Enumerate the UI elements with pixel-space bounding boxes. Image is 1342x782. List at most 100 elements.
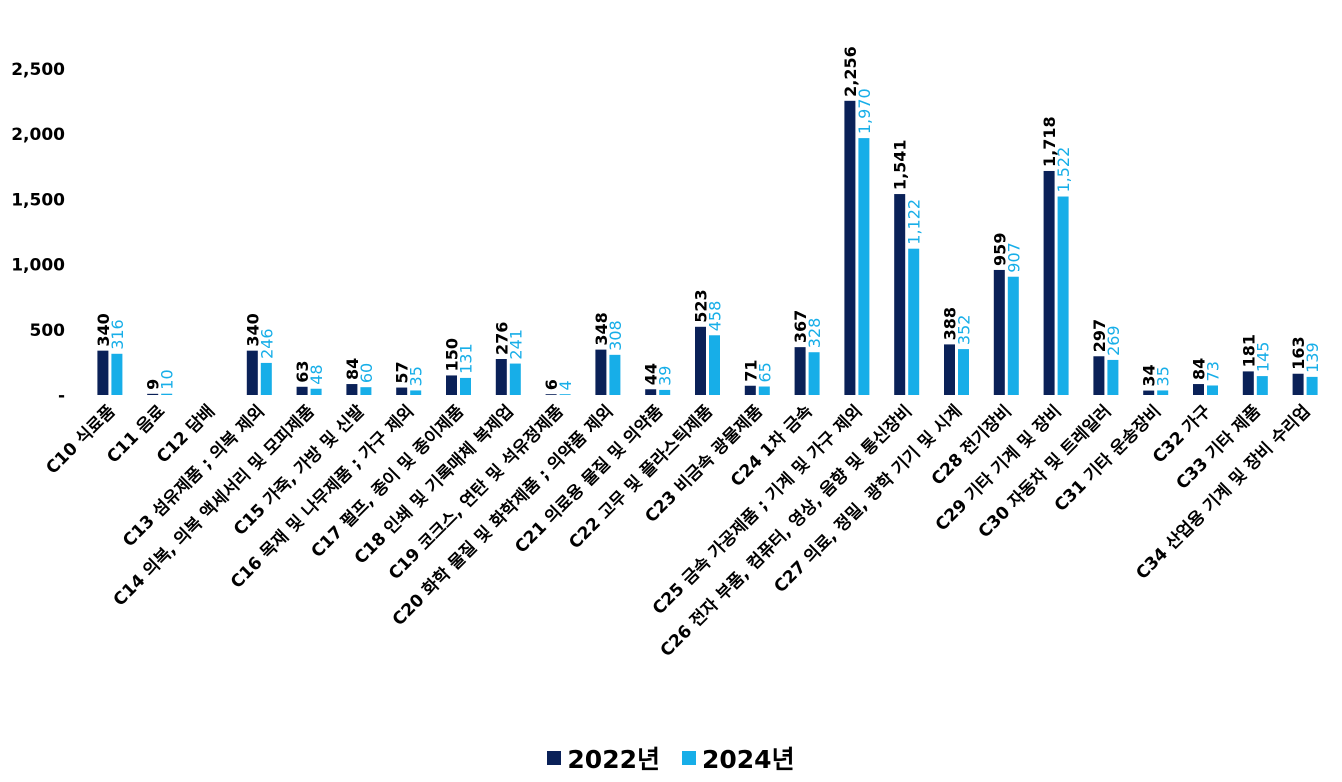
bar-2022 bbox=[844, 100, 856, 395]
data-label-2022: 340 bbox=[243, 313, 262, 346]
bar-2024 bbox=[758, 386, 770, 395]
data-label-2024: 328 bbox=[805, 318, 824, 349]
data-label-2024: 145 bbox=[1253, 342, 1272, 373]
bar-2022 bbox=[1292, 373, 1304, 395]
data-label-2022: 348 bbox=[592, 312, 611, 345]
y-tick-label: 1,500 bbox=[11, 190, 65, 210]
bar-2024 bbox=[509, 363, 521, 395]
data-label-2022: 150 bbox=[443, 338, 462, 371]
data-label-2022: 297 bbox=[1090, 319, 1109, 352]
bar-2024 bbox=[460, 377, 471, 395]
data-label-2022: 84 bbox=[1190, 358, 1209, 380]
bar-2022 bbox=[446, 375, 457, 395]
bar-2022 bbox=[296, 386, 308, 395]
legend: 2022년 2024년 bbox=[0, 738, 1342, 778]
data-label-2024: 308 bbox=[606, 320, 625, 351]
category-label: C10 식료품 bbox=[42, 401, 119, 478]
bar-2022 bbox=[794, 347, 806, 395]
bar-2022 bbox=[1043, 170, 1055, 395]
bar-2024 bbox=[858, 138, 870, 395]
data-label-2022: 2,256 bbox=[841, 46, 860, 97]
bar-2022 bbox=[645, 389, 657, 395]
data-label-2022: 367 bbox=[791, 310, 810, 343]
bar-2022 bbox=[1193, 384, 1204, 395]
data-label-2024: 1,122 bbox=[905, 199, 924, 245]
bar-2024 bbox=[709, 335, 720, 395]
bar-2024 bbox=[659, 389, 671, 395]
data-label-2022: 959 bbox=[990, 233, 1009, 266]
legend-swatch-2024 bbox=[682, 751, 696, 765]
data-label-2024: 316 bbox=[108, 319, 127, 350]
bar-2022 bbox=[495, 359, 507, 395]
bar-2024 bbox=[1207, 385, 1218, 395]
bar-2024 bbox=[808, 352, 820, 395]
data-label-2024: 269 bbox=[1104, 325, 1123, 356]
legend-swatch-2022 bbox=[547, 751, 562, 765]
bar-2022 bbox=[396, 387, 408, 395]
bar-2024 bbox=[1057, 196, 1069, 395]
bar-2024 bbox=[1007, 276, 1019, 395]
bar-2022 bbox=[993, 269, 1005, 395]
data-label-2024: 10 bbox=[158, 369, 177, 389]
data-label-2024: 131 bbox=[457, 343, 476, 374]
bar-2022 bbox=[944, 344, 955, 395]
data-label-2022: 84 bbox=[343, 358, 362, 380]
data-label-2024: 1,522 bbox=[1054, 147, 1073, 193]
data-label-2024: 241 bbox=[506, 329, 525, 360]
data-label-2022: 163 bbox=[1289, 336, 1308, 369]
legend-label-2024: 2024년 bbox=[702, 745, 795, 774]
bar-2022 bbox=[744, 385, 756, 395]
bar-2022 bbox=[695, 326, 706, 395]
data-label-2024: 1,970 bbox=[855, 88, 874, 134]
bar-2024 bbox=[958, 349, 969, 395]
bar-2022 bbox=[147, 393, 159, 395]
bar-2022 bbox=[246, 350, 258, 395]
data-label-2022: 63 bbox=[293, 361, 312, 383]
data-label-2024: 39 bbox=[656, 366, 675, 386]
bar-2024 bbox=[1157, 390, 1169, 395]
bar-2022 bbox=[894, 194, 906, 395]
bar-2024 bbox=[360, 387, 372, 395]
bar-2024 bbox=[260, 362, 272, 395]
bar-2024 bbox=[410, 390, 422, 395]
bar-2022 bbox=[97, 350, 109, 395]
bar-2024 bbox=[310, 388, 322, 395]
data-label-2022: 523 bbox=[692, 289, 711, 322]
bar-2024 bbox=[161, 393, 173, 395]
data-label-2024: 60 bbox=[357, 363, 376, 383]
data-label-2024: 4 bbox=[556, 380, 575, 390]
bar-2024 bbox=[1256, 376, 1268, 395]
data-label-2024: 907 bbox=[1004, 242, 1023, 273]
bar-2022 bbox=[1093, 356, 1105, 395]
data-label-2024: 65 bbox=[755, 362, 774, 382]
data-label-2022: 9 bbox=[144, 379, 163, 390]
data-label-2024: 73 bbox=[1204, 361, 1223, 381]
legend-label-2022: 2022년 bbox=[567, 745, 660, 774]
bar-2024 bbox=[559, 394, 571, 395]
y-tick-label: - bbox=[58, 386, 65, 406]
y-tick-label: 500 bbox=[30, 321, 66, 341]
data-label-2022: 276 bbox=[492, 322, 511, 355]
data-label-2024: 246 bbox=[257, 328, 276, 359]
data-label-2024: 139 bbox=[1303, 342, 1322, 373]
data-label-2022: 1,718 bbox=[1040, 116, 1059, 167]
bar-2024 bbox=[1107, 359, 1119, 395]
data-label-2024: 35 bbox=[407, 366, 426, 386]
bar-2022 bbox=[1242, 371, 1254, 395]
data-label-2024: 352 bbox=[955, 315, 974, 346]
y-tick-label: 1,000 bbox=[11, 256, 65, 276]
data-label-2024: 35 bbox=[1154, 366, 1173, 386]
bar-2022 bbox=[1143, 390, 1155, 395]
data-label-2022: 6 bbox=[542, 379, 561, 390]
bar-2024 bbox=[908, 248, 920, 395]
bar-2024 bbox=[1306, 376, 1318, 395]
y-tick-label: 2,500 bbox=[11, 60, 65, 80]
bar-2022 bbox=[595, 349, 607, 395]
data-label-2022: 71 bbox=[741, 359, 760, 381]
data-label-2024: 48 bbox=[307, 364, 326, 384]
data-label-2022: 1,541 bbox=[891, 139, 910, 190]
bar-2022 bbox=[545, 394, 557, 395]
data-label-2022: 340 bbox=[94, 313, 113, 346]
bar-2024 bbox=[111, 353, 123, 395]
